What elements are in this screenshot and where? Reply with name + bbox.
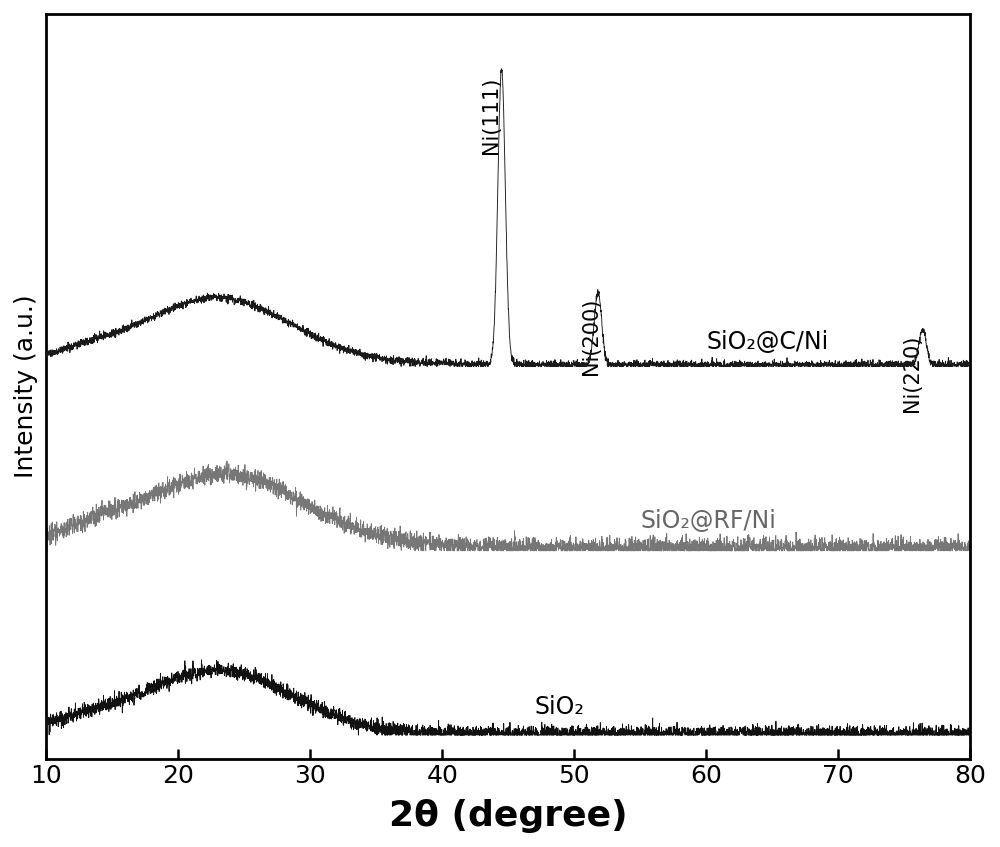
X-axis label: 2θ (degree): 2θ (degree) <box>389 799 628 833</box>
Text: SiO₂@C/Ni: SiO₂@C/Ni <box>706 329 828 354</box>
Text: Ni(111): Ni(111) <box>481 77 501 154</box>
Text: SiO₂@RF/Ni: SiO₂@RF/Ni <box>640 509 776 533</box>
Text: Ni(220): Ni(220) <box>902 335 922 412</box>
Text: SiO₂: SiO₂ <box>535 695 584 719</box>
Text: Ni(200): Ni(200) <box>581 298 601 375</box>
Y-axis label: Intensity (a.u.): Intensity (a.u.) <box>14 295 38 479</box>
